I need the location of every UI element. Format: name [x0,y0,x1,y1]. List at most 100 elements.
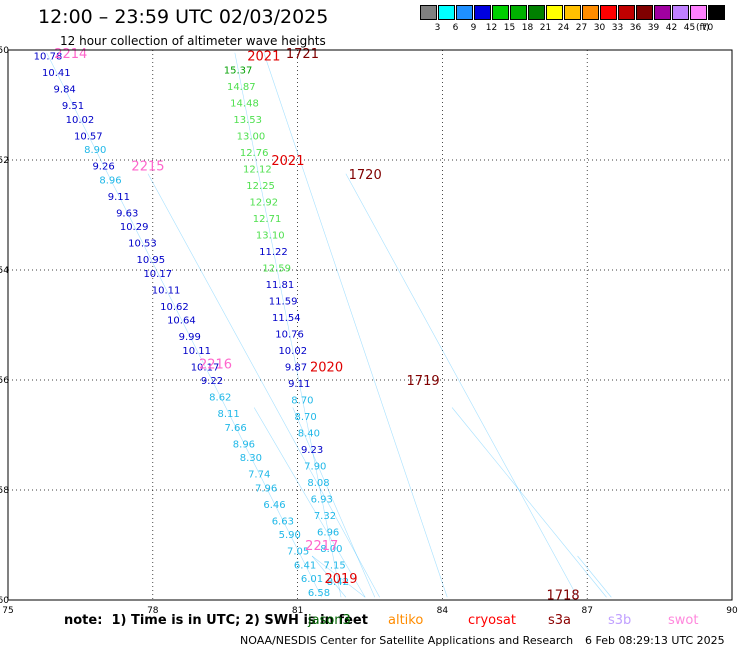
wave-height-value: 6.46 [263,500,285,511]
credit-text: NOAA/NESDIS Center for Satellite Applica… [240,634,574,647]
legend-label: 15 [503,23,516,33]
track-id-label: 2217 [305,539,338,554]
legend-label: 6 [452,23,459,33]
legend-swatch [654,5,671,20]
wave-height-value: 7.32 [314,511,336,522]
wave-height-value: 8.90 [84,145,106,156]
y-tick-label: -58 [0,486,9,496]
y-tick-label: -50 [0,46,9,56]
wave-height-value: 8.08 [307,478,329,489]
mission-label-cryosat: cryosat [468,613,516,628]
wave-height-value: 8.70 [291,395,313,406]
wave-height-value: 14.87 [227,82,256,93]
chart-subtitle: 12 hour collection of altimeter wave hei… [60,34,326,48]
wave-height-value: 12.25 [246,181,275,192]
x-tick-label: 84 [437,606,449,616]
legend-label: 12 [485,23,498,33]
track-id-label: 2020 [310,360,343,375]
track-line [46,52,323,598]
legend-swatch [600,5,617,20]
track-line [311,555,347,598]
wave-height-value: 8.40 [298,428,320,439]
legend-swatch [492,5,509,20]
track-line [147,173,380,598]
wave-height-value: 9.22 [201,376,223,387]
legend-swatch [528,5,545,20]
wave-height-value: 9.87 [285,362,307,373]
wave-height-value: 10.29 [120,222,149,233]
wave-height-value: 7.66 [224,423,246,434]
y-tick-label: -52 [0,156,9,166]
wave-height-value: 10.95 [137,255,166,266]
wave-height-value: 14.48 [230,98,259,109]
legend-swatch [456,5,473,20]
legend-swatch [510,5,527,20]
legend-label: 24 [557,23,570,33]
wave-height-value: 6.41 [294,560,316,571]
wave-height-value: 7.15 [323,560,345,571]
wave-height-value: 10.11 [152,285,181,296]
legend-label: 36 [629,23,642,33]
wave-height-value: 9.84 [54,85,76,96]
mission-label-s3b: s3b [608,613,632,628]
mission-label-swot: swot [668,613,699,628]
footer-note: note: 1) Time is in UTC; 2) SWH is in fe… [64,613,368,628]
x-tick-label: 87 [581,606,592,616]
wave-height-value: 9.99 [179,332,201,343]
legend-label: 39 [647,23,660,33]
plot-frame [7,49,733,601]
wave-height-value: 8.00 [320,544,342,555]
wave-height-value: 13.10 [256,230,285,241]
track-id-label: 1719 [407,374,440,389]
legend-swatch [582,5,599,20]
legend-label: 9 [470,23,477,33]
wave-height-value: 9.23 [301,445,323,456]
wave-height-value: 10.62 [160,302,189,313]
legend-swatch [420,5,437,20]
wave-height-value: 10.78 [34,52,63,63]
legend-label: 18 [521,23,534,33]
wave-height-value: 8.62 [209,393,231,404]
wave-height-value: 11.59 [269,296,298,307]
track-id-label: 2021 [247,50,280,65]
wave-height-value: 10.02 [278,346,307,357]
track-id-label: 1718 [547,589,580,604]
wave-height-value: 10.64 [167,316,196,327]
chart-title: 12:00 – 23:59 UTC 02/03/2025 [38,6,329,28]
legend-swatch [564,5,581,20]
wave-height-value: 10.11 [182,346,211,357]
wave-height-value: 7.74 [248,470,270,481]
legend-swatch [672,5,689,20]
legend-swatch [708,5,725,20]
wave-height-value: 9.51 [62,101,84,112]
wave-height-value: 8.70 [295,412,317,423]
legend-label: 30 [593,23,606,33]
wave-height-value: 12.59 [262,263,291,274]
track-id-label: 2019 [324,572,357,587]
legend-label: 3 [434,23,441,33]
track-line [234,52,342,598]
wave-height-value: 13.00 [237,131,266,142]
y-tick-label: -56 [0,376,9,386]
legend-swatch [474,5,491,20]
track-id-label: 2021 [271,154,304,169]
legend-label: 42 [665,23,678,33]
wave-height-value: 15.37 [224,65,253,76]
legend-unit: (ft) [696,23,710,33]
legend-label: 33 [611,23,624,33]
track-id-label: 2214 [54,47,87,62]
wave-height-value: 9.26 [92,162,114,173]
y-tick-label: -60 [0,596,9,606]
mission-label-s3a: s3a [548,613,572,628]
wave-height-value: 12.92 [249,197,278,208]
wave-height-value: 13.53 [233,115,262,126]
wave-height-value: 12.71 [253,214,282,225]
legend-swatch [546,5,563,20]
wave-height-value: 10.53 [128,239,157,250]
wave-height-value: 10.02 [66,115,95,126]
wave-height-value: 8.96 [99,175,121,186]
wave-height-value: 7.90 [304,461,326,472]
track-line [577,555,612,598]
wave-height-value: 11.22 [259,247,288,258]
